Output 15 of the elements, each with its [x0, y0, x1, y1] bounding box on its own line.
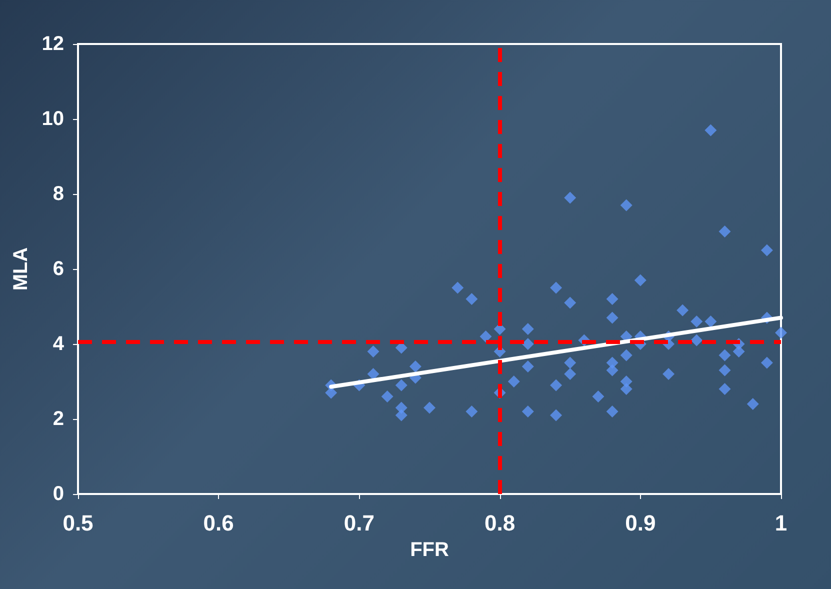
- y-tick-label: 8: [52, 183, 64, 205]
- y-tick-label: 10: [42, 108, 64, 130]
- x-tick-label: 1: [774, 510, 788, 536]
- y-axis-title: MLA: [10, 247, 32, 291]
- y-tick-label: 0: [52, 483, 64, 505]
- x-tick-label: 0.5: [62, 510, 94, 536]
- x-axis-title: FFR: [410, 539, 450, 561]
- x-tick-label: 0.8: [484, 510, 516, 536]
- x-tick-label: 0.7: [344, 510, 374, 536]
- y-tick-label: 2: [52, 408, 64, 430]
- x-tick-label: 0.6: [203, 510, 234, 536]
- y-tick-label: 6: [52, 258, 64, 280]
- y-tick-label: 12: [42, 33, 64, 55]
- y-tick-label: 4: [52, 333, 65, 355]
- x-tick-label: 0.9: [625, 510, 656, 536]
